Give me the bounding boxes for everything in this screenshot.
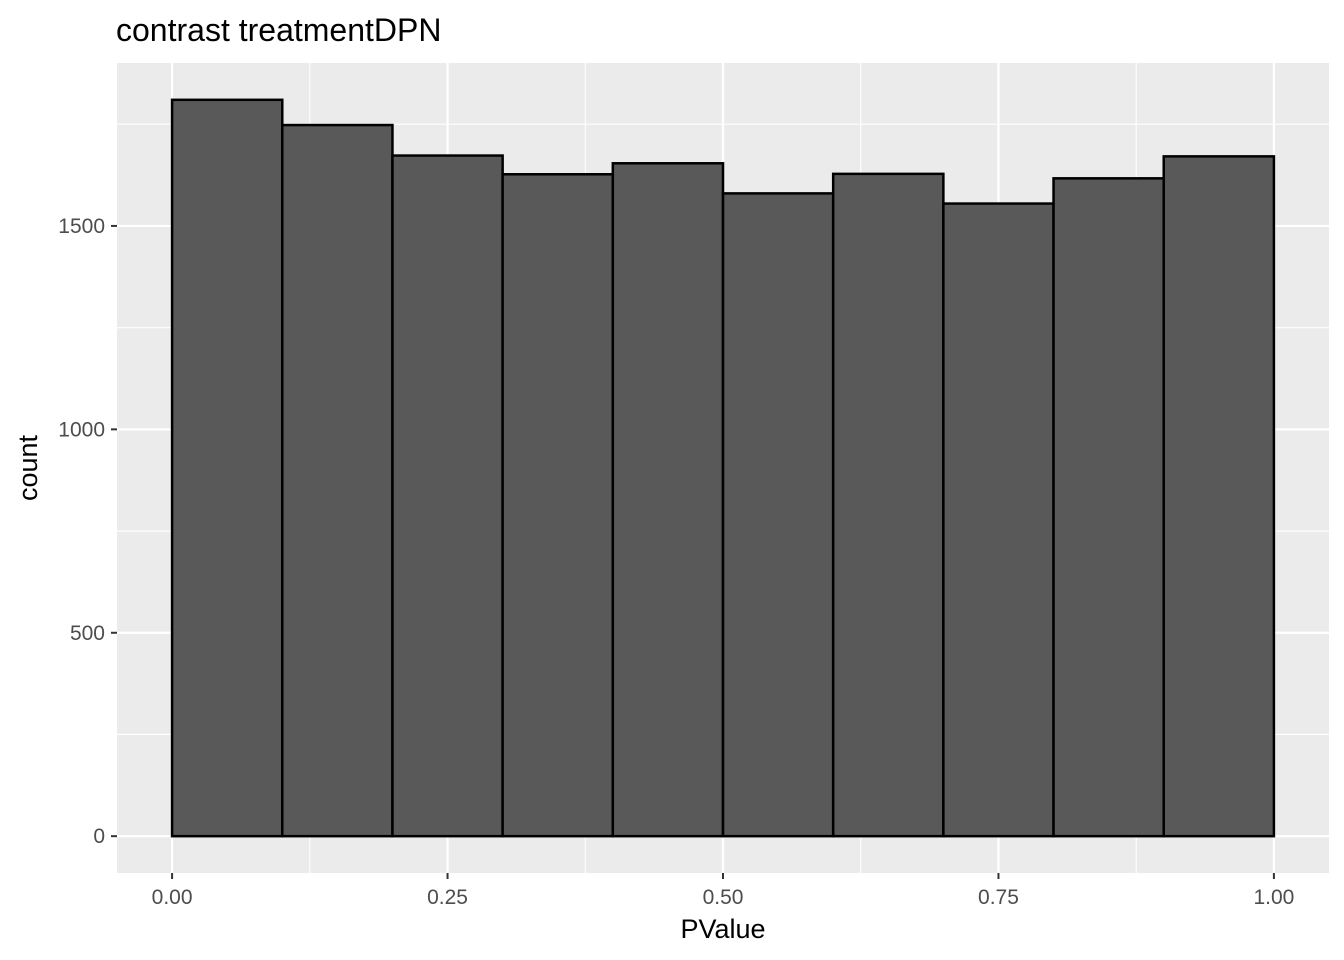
- y-axis-ticks: 0 500 1000 1500: [58, 215, 117, 848]
- x-axis-title: PValue: [680, 914, 765, 944]
- histogram-bar: [942, 202, 1055, 838]
- y-tick-label: 1500: [58, 215, 105, 238]
- histogram-bar: [1162, 155, 1276, 838]
- histogram-bar: [281, 123, 394, 838]
- histogram-bar: [611, 162, 725, 838]
- histogram-bars: [170, 98, 1276, 838]
- y-tick-label: 0: [93, 825, 105, 848]
- x-tick-label: 0.75: [978, 886, 1019, 909]
- chart-title: contrast treatmentDPN: [116, 12, 441, 48]
- y-tick-label: 500: [70, 622, 105, 645]
- histogram-bar: [721, 192, 835, 838]
- y-axis-title: count: [13, 434, 43, 501]
- histogram-bar: [170, 98, 284, 838]
- histogram-bar: [831, 172, 945, 838]
- y-tick-label: 1000: [58, 418, 105, 441]
- x-tick-label: 0.50: [703, 886, 744, 909]
- histogram-bar: [391, 154, 504, 838]
- histogram-bar: [501, 173, 615, 838]
- x-axis-ticks: 0.00 0.25 0.50 0.75 1.00: [152, 873, 1294, 909]
- x-tick-label: 0.25: [427, 886, 468, 909]
- histogram-bar: [1052, 177, 1165, 838]
- x-tick-label: 0.00: [152, 886, 193, 909]
- x-tick-label: 1.00: [1253, 886, 1294, 909]
